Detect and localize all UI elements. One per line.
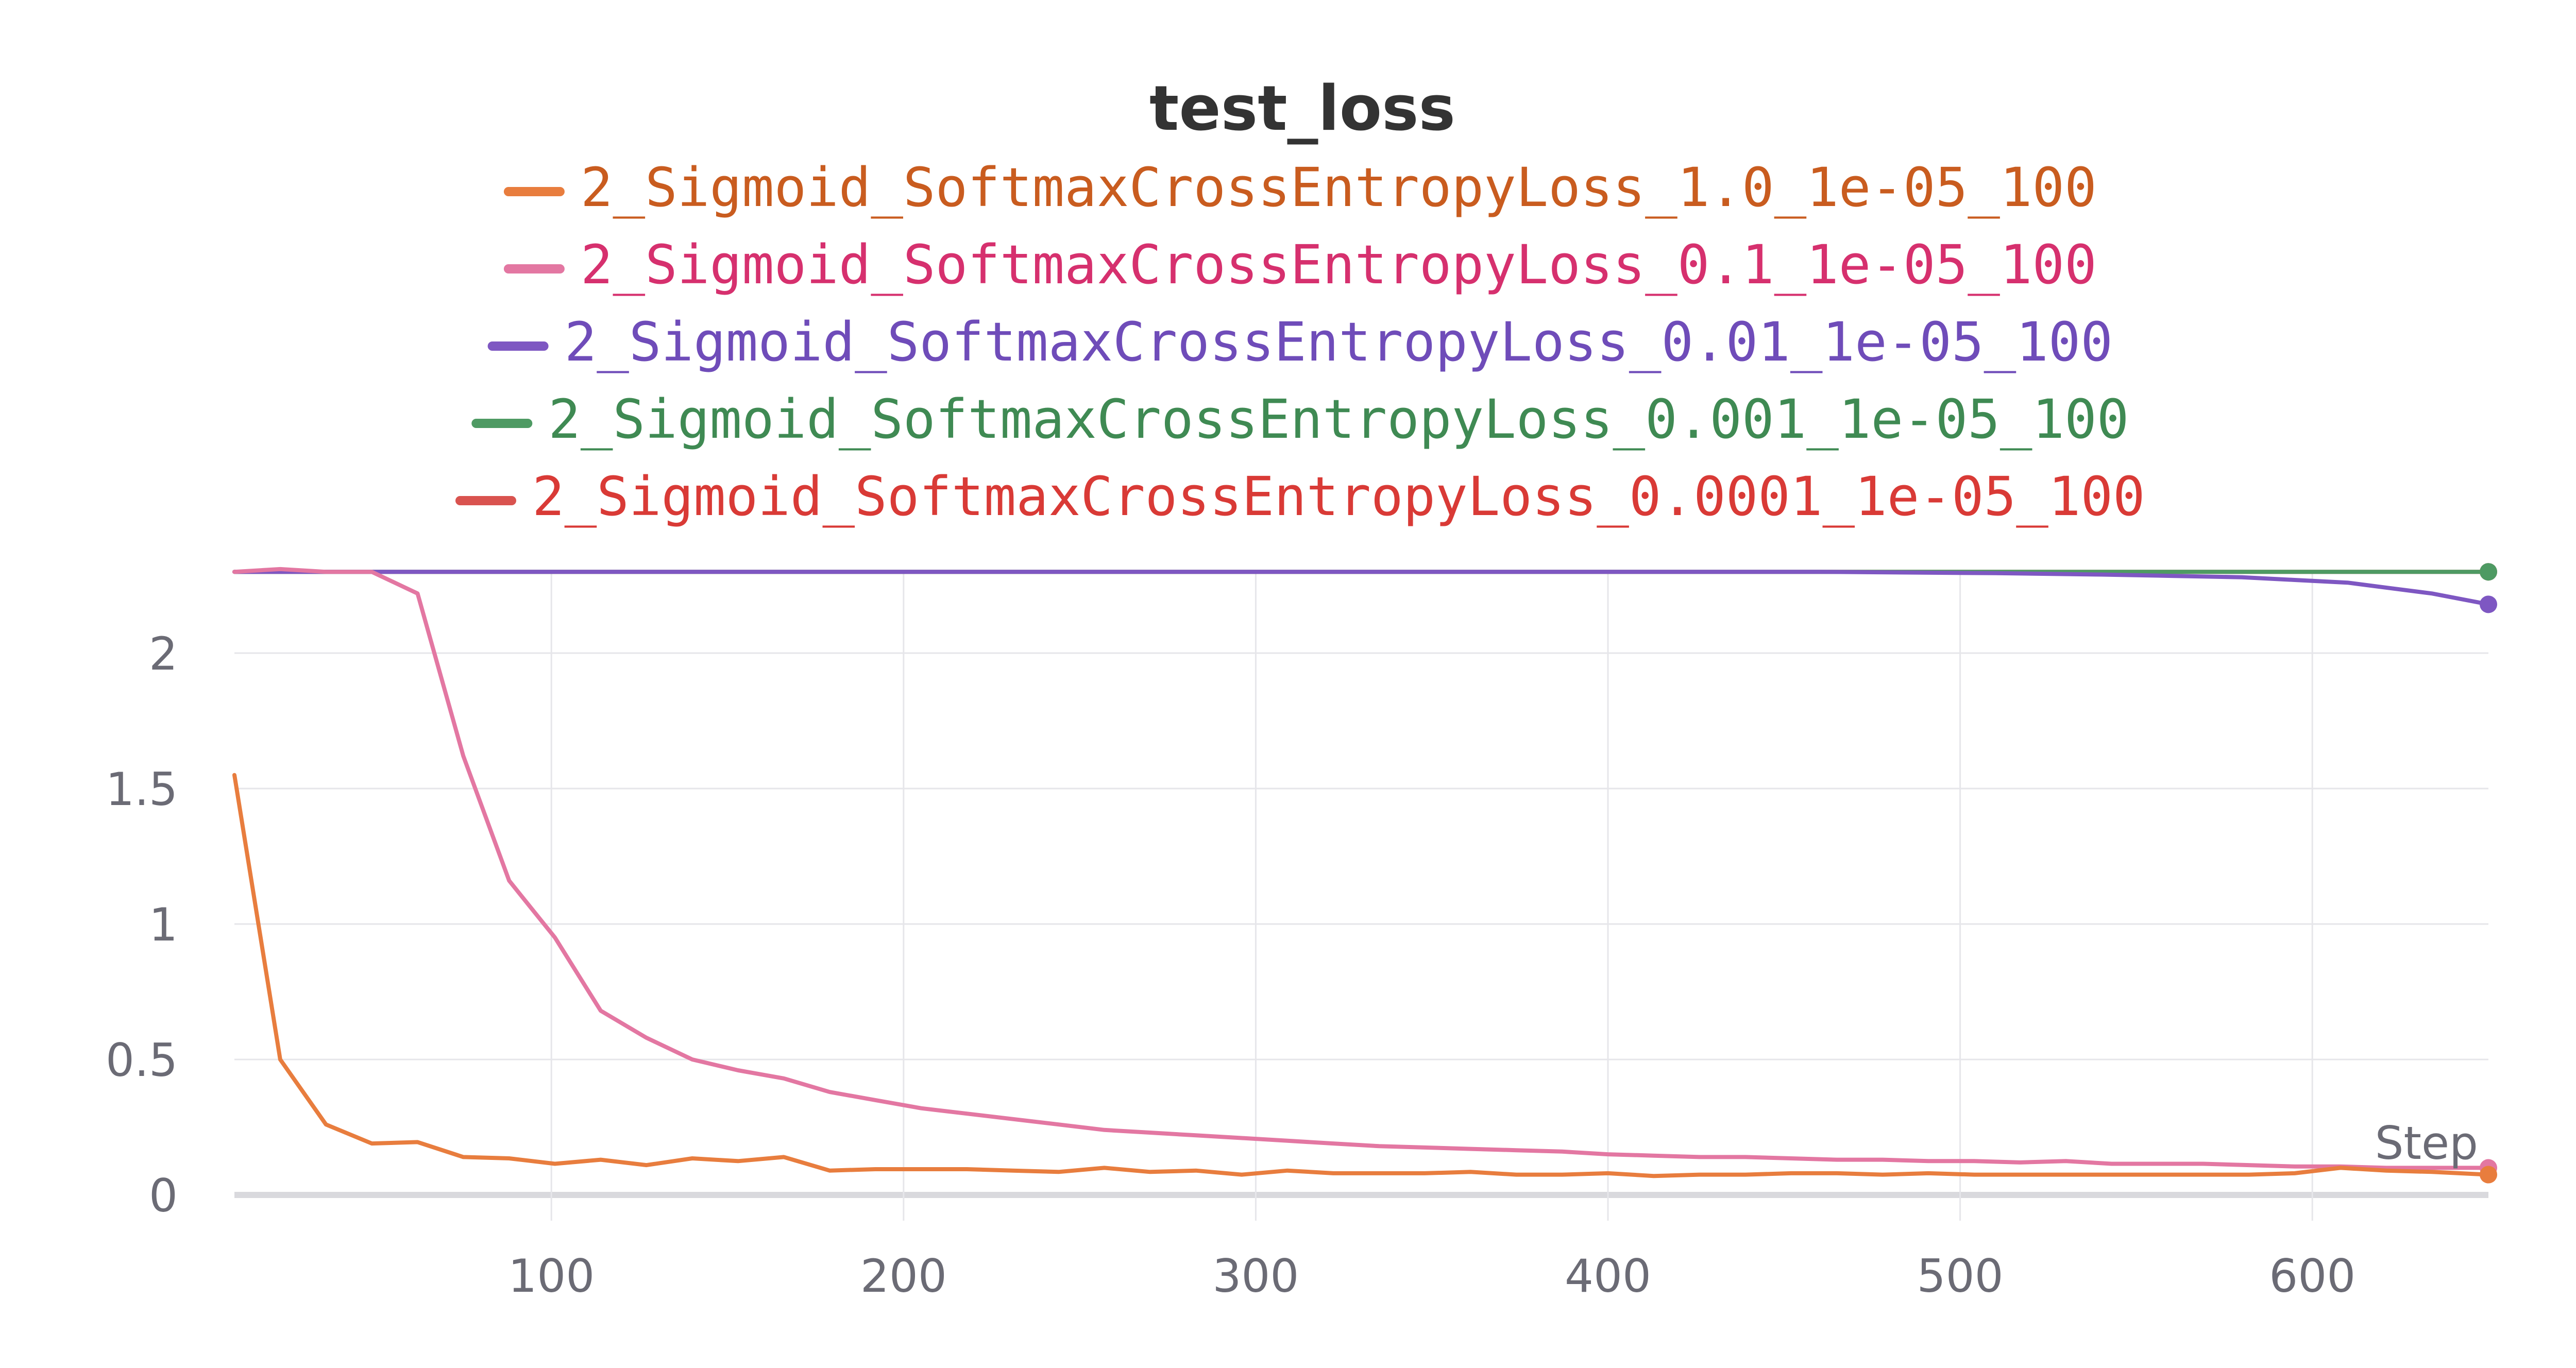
y-tick-label: 0	[149, 1169, 178, 1222]
series-layer	[232, 563, 2497, 1184]
y-tick-label: 1.5	[106, 763, 178, 816]
gridlines	[234, 573, 2488, 1221]
x-axis-ticks: 100 200 300 400 500 600	[508, 1250, 2355, 1303]
chart-title: test_loss	[1149, 73, 1455, 145]
y-tick-label: 0.5	[106, 1034, 178, 1087]
x-axis-label: Step	[2375, 1117, 2478, 1170]
series-end-point[interactable]	[2480, 563, 2497, 581]
x-tick-label: 200	[860, 1250, 947, 1303]
legend-label: 2_Sigmoid_SoftmaxCrossEntropyLoss_0.1_1e…	[581, 233, 2097, 296]
legend-label: 2_Sigmoid_SoftmaxCrossEntropyLoss_0.01_1…	[565, 311, 2113, 373]
legend-label: 2_Sigmoid_SoftmaxCrossEntropyLoss_1.0_1e…	[581, 156, 2097, 219]
series-end-point[interactable]	[2480, 595, 2497, 613]
legend-label: 2_Sigmoid_SoftmaxCrossEntropyLoss_0.0001…	[532, 465, 2145, 528]
legend[interactable]: 2_Sigmoid_SoftmaxCrossEntropyLoss_1.0_1e…	[455, 156, 2145, 528]
legend-item[interactable]: 2_Sigmoid_SoftmaxCrossEntropyLoss_0.1_1e…	[503, 233, 2097, 296]
x-tick-label: 500	[1917, 1250, 2004, 1303]
y-axis-ticks: 0 0.5 1 1.5 2	[106, 627, 178, 1222]
legend-item[interactable]: 2_Sigmoid_SoftmaxCrossEntropyLoss_0.001_…	[471, 388, 2129, 451]
series-line[interactable]	[232, 773, 2490, 1178]
y-tick-label: 2	[149, 627, 178, 680]
legend-item[interactable]: 2_Sigmoid_SoftmaxCrossEntropyLoss_0.01_1…	[487, 311, 2113, 373]
x-tick-label: 300	[1212, 1250, 1299, 1303]
series-end-point[interactable]	[2480, 1166, 2497, 1184]
x-tick-label: 100	[508, 1250, 595, 1303]
series-line[interactable]	[232, 567, 2490, 1170]
y-tick-label: 1	[149, 898, 178, 951]
legend-item[interactable]: 2_Sigmoid_SoftmaxCrossEntropyLoss_1.0_1e…	[503, 156, 2097, 219]
legend-label: 2_Sigmoid_SoftmaxCrossEntropyLoss_0.001_…	[548, 388, 2129, 451]
x-tick-label: 400	[1565, 1250, 1651, 1303]
series-line[interactable]	[232, 570, 2490, 607]
x-tick-label: 600	[2269, 1250, 2355, 1303]
legend-item[interactable]: 2_Sigmoid_SoftmaxCrossEntropyLoss_0.0001…	[455, 465, 2145, 528]
